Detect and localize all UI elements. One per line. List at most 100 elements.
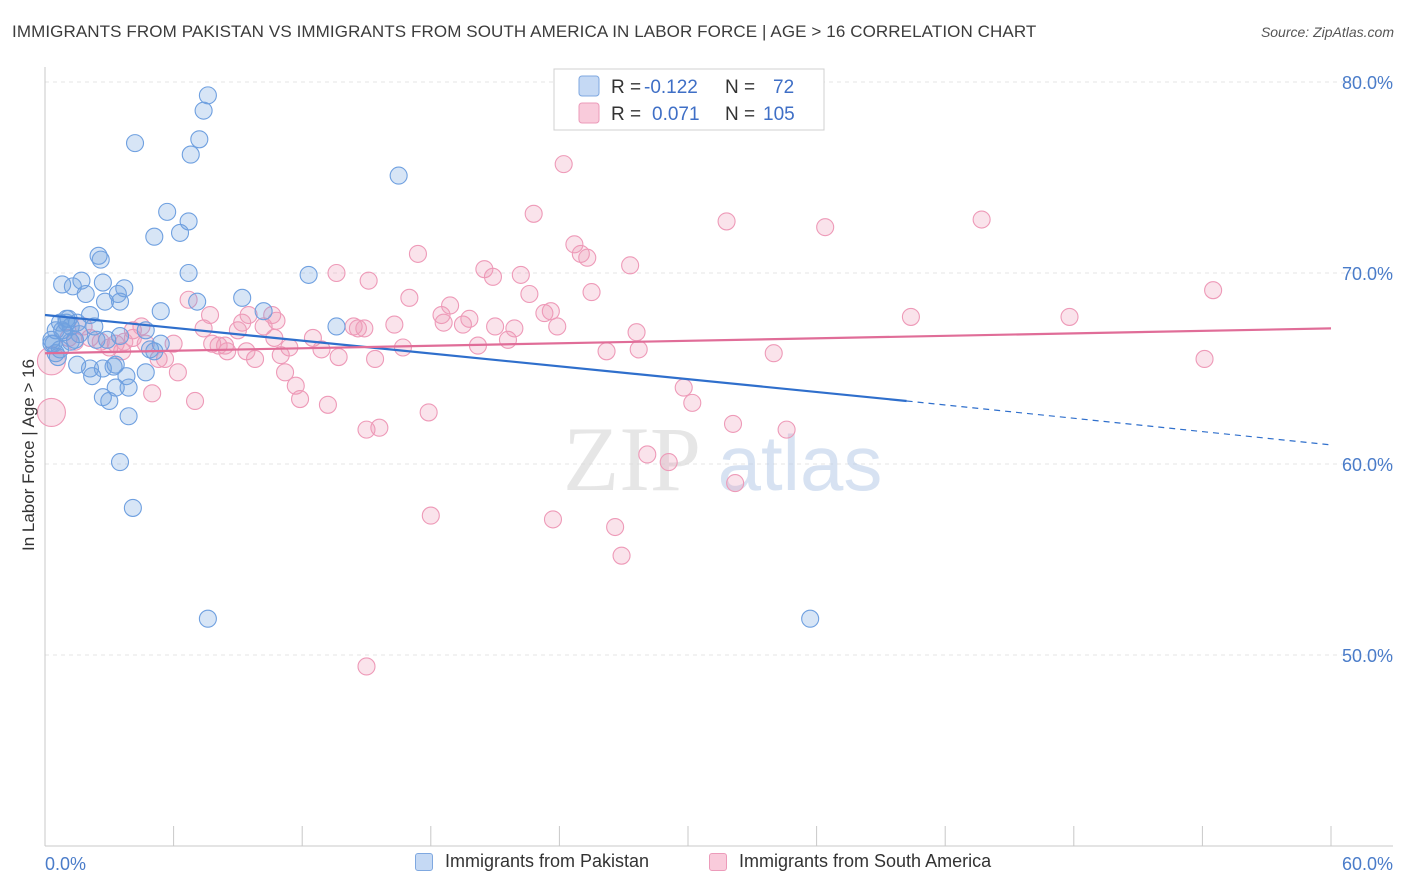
point-south-america-90 [764, 344, 783, 363]
point-south-america-54 [421, 506, 440, 525]
point-south-america-29 [245, 349, 265, 369]
point-south-america-66 [520, 284, 539, 304]
point-south-america-1 [36, 397, 66, 427]
point-south-america-70 [548, 317, 567, 336]
y-tick-labels: 50.0% 60.0% 70.0% 80.0% [1342, 73, 1393, 666]
legend-swatch-pakistan [415, 852, 433, 871]
x-tick-label-0: 0.0% [45, 854, 86, 874]
point-south-america-71 [543, 510, 563, 529]
point-south-america-75 [578, 248, 597, 267]
point-south-america-25 [218, 342, 237, 361]
watermark-atlas: atlas [718, 419, 883, 507]
chart-title: IMMIGRANTS FROM PAKISTAN VS IMMIGRANTS F… [12, 22, 1037, 41]
point-south-america-77 [597, 342, 616, 361]
point-south-america-78 [606, 517, 625, 537]
legend-label-pakistan: Immigrants from Pakistan [445, 851, 650, 871]
point-pakistan-65 [198, 609, 217, 628]
point-south-america-83 [638, 445, 657, 464]
point-south-america-39 [312, 340, 331, 359]
point-pakistan-51 [179, 212, 198, 231]
point-south-america-76 [582, 283, 601, 302]
point-south-america-16 [164, 334, 183, 353]
point-south-america-91 [777, 420, 796, 439]
legend-swatch-south-america [709, 852, 727, 871]
series-pakistan-points [42, 86, 820, 628]
point-south-america-65 [511, 265, 530, 284]
gridlines [45, 81, 1393, 656]
point-south-america-56 [441, 296, 460, 315]
point-pakistan-70 [106, 355, 125, 374]
point-pakistan-52 [179, 263, 198, 283]
point-south-america-102 [355, 319, 374, 338]
point-south-america-94 [972, 210, 991, 229]
point-pakistan-44 [119, 407, 138, 426]
point-pakistan-48 [145, 227, 164, 246]
point-south-america-69 [541, 302, 560, 321]
y-axis-label: In Labor Force | Age > 16 [19, 359, 38, 551]
point-pakistan-46 [123, 498, 142, 517]
point-south-america-72 [554, 155, 573, 174]
point-south-america-68 [535, 304, 554, 323]
point-south-america-92 [816, 218, 835, 237]
point-south-america-13 [143, 384, 162, 403]
point-south-america-40 [318, 395, 337, 414]
point-pakistan-60 [233, 288, 252, 307]
point-pakistan-27 [110, 292, 130, 311]
point-south-america-51 [400, 288, 419, 307]
point-south-america-103 [434, 313, 453, 332]
point-south-america-79 [612, 546, 631, 565]
legend-n-label-1: N = [725, 77, 755, 98]
source-label: Source: ZipAtlas.com [1260, 24, 1394, 40]
point-south-america-95 [1060, 307, 1079, 326]
legend-r-value-south-america: 0.071 [652, 104, 700, 125]
point-south-america-89 [726, 474, 745, 493]
axes [44, 67, 1393, 847]
point-south-america-34 [276, 363, 295, 382]
point-pakistan-58 [151, 334, 170, 353]
point-south-america-36 [286, 376, 305, 395]
point-pakistan-54 [181, 145, 200, 164]
point-pakistan-61 [254, 302, 273, 321]
point-south-america-99 [239, 305, 258, 325]
point-south-america-61 [483, 267, 503, 286]
point-south-america-48 [370, 418, 389, 437]
x-tick-labels: 0.0% 60.0% [45, 854, 1393, 874]
point-pakistan-45 [110, 453, 130, 472]
point-south-america-64 [505, 319, 524, 338]
point-pakistan-40 [106, 378, 125, 397]
point-south-america-19 [185, 391, 205, 411]
point-south-america-58 [460, 309, 479, 328]
point-pakistan-56 [194, 101, 213, 120]
legend-r-label-1: R = [611, 77, 641, 98]
point-south-america-62 [486, 317, 505, 336]
trend-line-pakistan [44, 313, 907, 403]
point-south-america-97 [1204, 281, 1223, 300]
point-pakistan-42 [119, 378, 138, 397]
point-south-america-104 [357, 657, 376, 676]
legend-item-south-america: Immigrants from South America [709, 851, 991, 872]
point-south-america-44 [348, 319, 367, 338]
point-south-america-47 [366, 349, 385, 369]
point-pakistan-71 [50, 340, 70, 359]
point-south-america-96 [1195, 349, 1214, 369]
point-south-america-27 [233, 313, 252, 332]
point-pakistan-57 [198, 86, 217, 105]
point-pakistan-17 [76, 284, 95, 304]
point-pakistan-16 [72, 271, 91, 290]
point-south-america-41 [327, 263, 346, 283]
point-south-america-86 [683, 393, 702, 412]
point-south-america-88 [723, 414, 743, 433]
legend-n-value-south-america: 105 [763, 104, 795, 125]
y-tick-label-3: 80.0% [1342, 73, 1393, 93]
trend-line-south-america [44, 327, 1332, 355]
stats-legend: R = -0.122 N = 72 R = 0.071 N = 105 [553, 68, 825, 131]
legend-swatch-pakistan [578, 75, 600, 97]
point-pakistan-23 [93, 273, 112, 292]
trend-line-pakistan-extension [906, 400, 1332, 446]
point-south-america-49 [385, 315, 404, 334]
point-pakistan-69 [70, 325, 89, 344]
point-south-america-21 [200, 305, 220, 325]
point-south-america-73 [565, 235, 584, 254]
point-pakistan-19 [85, 317, 104, 336]
